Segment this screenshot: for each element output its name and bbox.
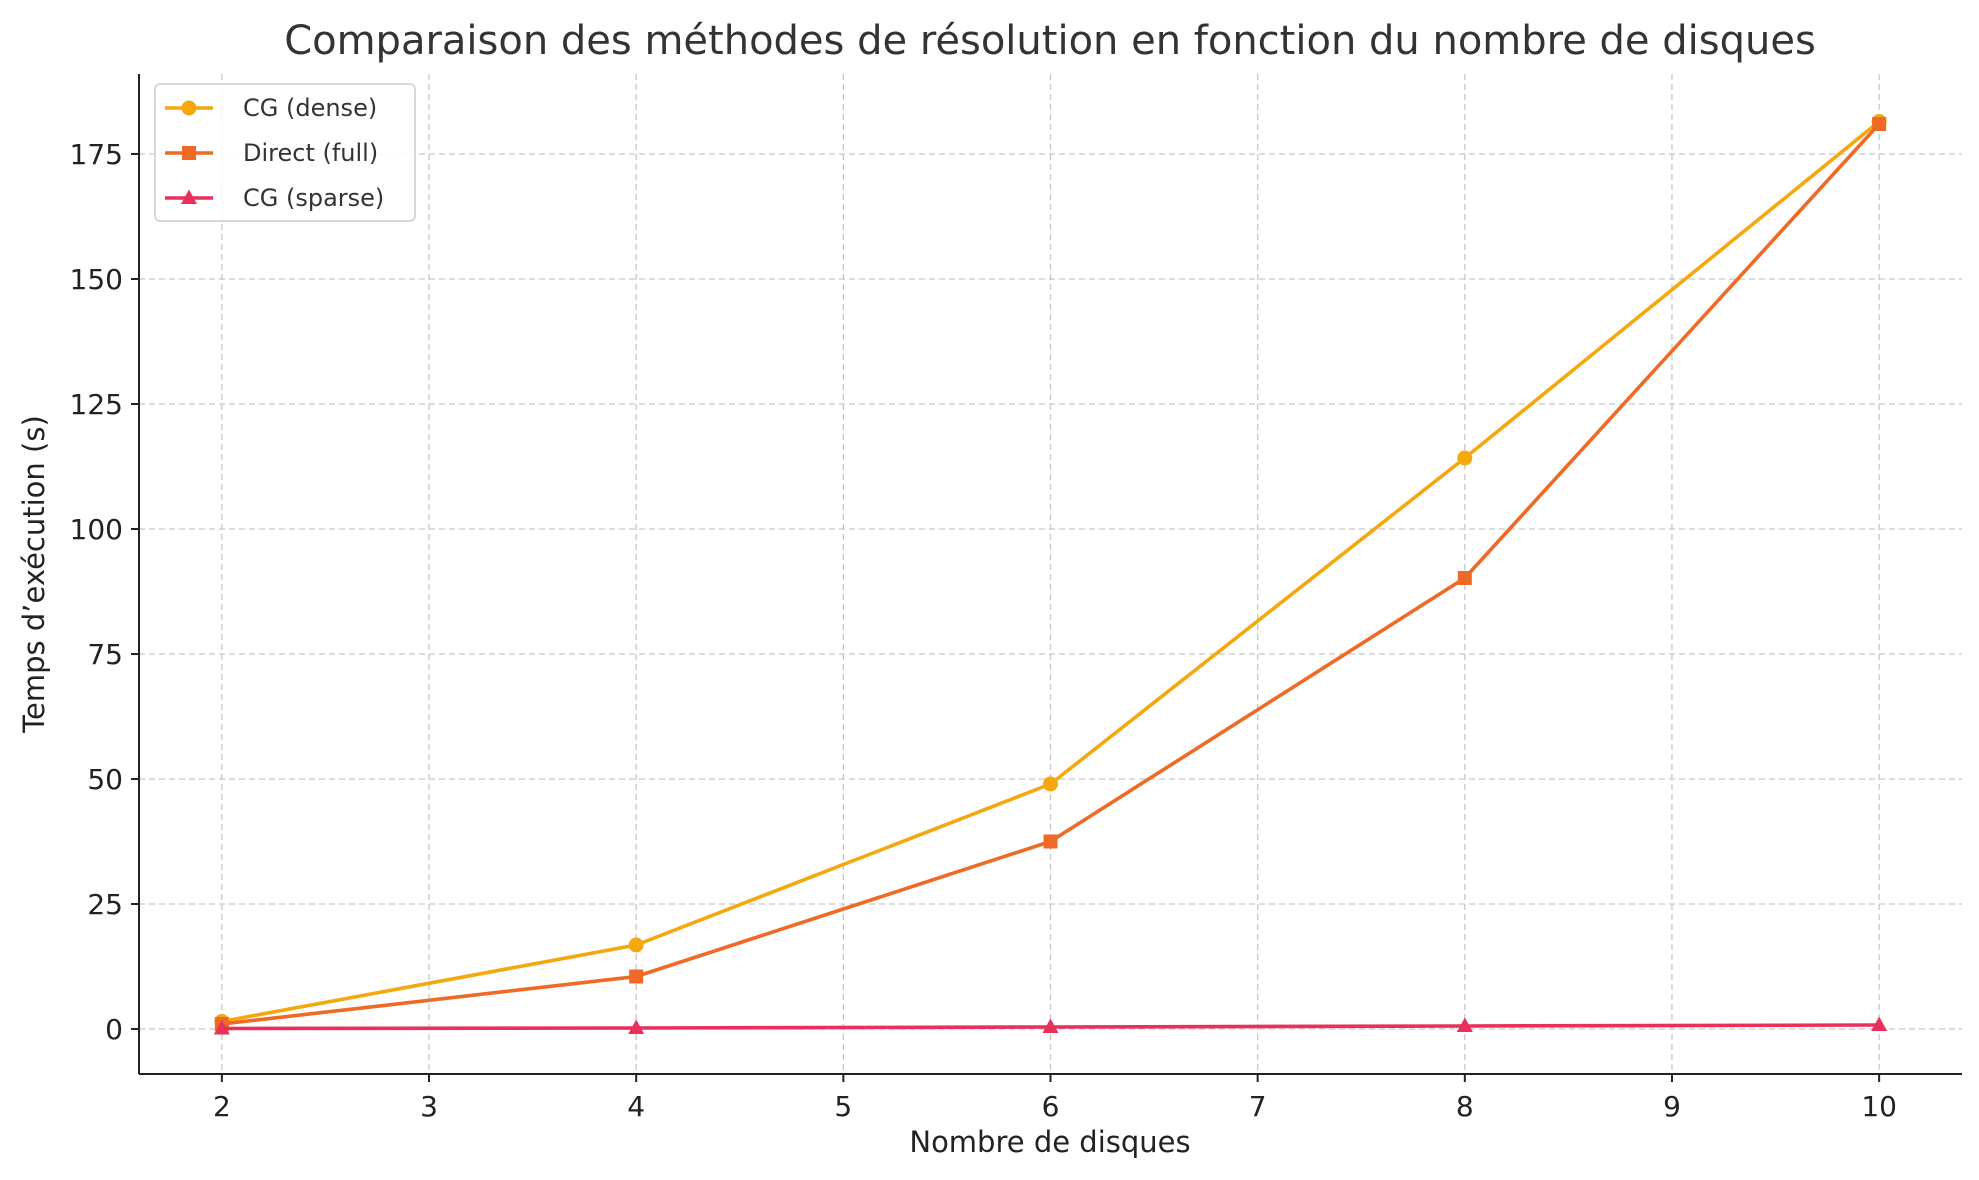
data-point (1872, 117, 1887, 131)
legend-marker (181, 189, 197, 204)
x-tick-label: 9 (1663, 1090, 1681, 1123)
y-tick-label: 75 (87, 638, 123, 671)
x-tick-label: 7 (1249, 1090, 1267, 1123)
data-point (1457, 450, 1473, 466)
x-axis-ticks: 2 3 4 5 6 7 8 9 10 (213, 1074, 1897, 1123)
legend-box (154, 83, 416, 222)
x-tick-label: 10 (1861, 1090, 1897, 1123)
legend-label: CG (dense) (243, 94, 377, 122)
x-axis-label: Nombre de disques (909, 1125, 1190, 1159)
legend-marker (182, 146, 196, 160)
data-point (1871, 1016, 1888, 1031)
data-point (1043, 776, 1058, 792)
y-tick-label: 0 (105, 1013, 123, 1046)
y-tick-label: 100 (70, 513, 123, 546)
legend-label: CG (sparse) (243, 184, 384, 212)
data-point (1456, 1017, 1473, 1032)
legend-label: Direct (full) (243, 139, 378, 167)
series-layer (213, 114, 1888, 1035)
x-tick-label: 5 (834, 1090, 852, 1123)
chart-title: Comparaison des méthodes de résolution e… (284, 18, 1816, 64)
x-tick-label: 2 (213, 1090, 231, 1123)
data-point (629, 969, 644, 984)
y-tick-label: 175 (70, 138, 123, 171)
series-2 (213, 1016, 1888, 1035)
legend: CG (dense) Direct (full) CG (sparse) (154, 83, 416, 222)
legend-marker (181, 100, 197, 116)
data-point (628, 1019, 645, 1034)
data-point (1457, 571, 1472, 585)
data-point (213, 1020, 230, 1035)
data-point (1043, 834, 1058, 849)
y-axis-label: Temps d’exécution (s) (17, 415, 51, 734)
data-point (628, 937, 644, 953)
grid-lines (139, 74, 1962, 1074)
data-point (1042, 1018, 1059, 1033)
y-tick-label: 50 (87, 763, 123, 796)
y-tick-label: 125 (70, 388, 123, 421)
y-tick-label: 150 (70, 263, 123, 296)
x-tick-label: 8 (1456, 1090, 1474, 1123)
y-axis-ticks: 0 25 50 75 100 125 150 175 (70, 138, 139, 1046)
x-tick-label: 3 (420, 1090, 438, 1123)
y-tick-label: 25 (87, 888, 123, 921)
x-tick-label: 6 (1042, 1090, 1060, 1123)
x-tick-label: 4 (627, 1090, 645, 1123)
series-0 (214, 114, 1887, 1029)
